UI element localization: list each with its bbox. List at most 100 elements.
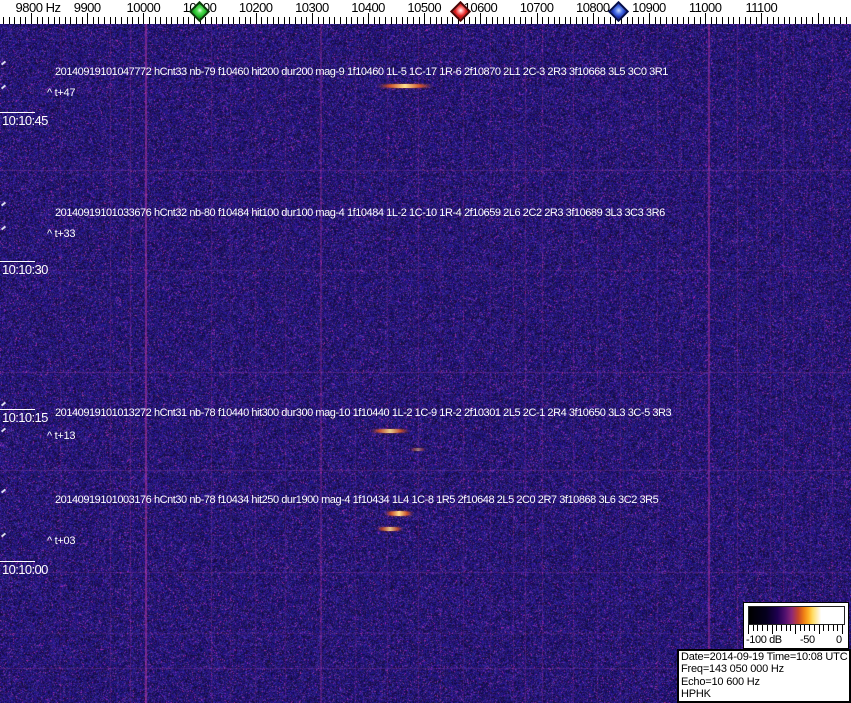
freq-tick-minor	[59, 17, 61, 24]
colorbar-tick	[790, 625, 792, 631]
detection-annotation: 20140919101003176 hCnt30 nb-78 f10434 hi…	[55, 494, 659, 506]
freq-tick-minor	[519, 17, 521, 24]
colorbar-tick	[776, 625, 778, 631]
colorbar-tick	[823, 625, 825, 631]
freq-tick-minor	[126, 17, 128, 24]
freq-tick-minor	[334, 17, 336, 24]
freq-tick-minor	[716, 17, 718, 24]
info-frequency: Freq=143 050 000 Hz	[681, 663, 784, 676]
freq-tick-minor	[800, 17, 802, 24]
freq-tick-minor	[250, 17, 252, 24]
time-tick	[0, 409, 35, 410]
freq-tick-minor	[345, 17, 347, 24]
freq-tick-minor	[160, 17, 162, 24]
freq-tick-major	[761, 13, 763, 24]
freq-tick-minor	[222, 17, 223, 24]
freq-tick-minor	[244, 17, 246, 24]
colorbar-tick	[748, 625, 749, 634]
freq-label: 11000	[688, 0, 722, 15]
freq-tick-minor	[559, 17, 561, 24]
detection-time-offset: ^ t+03	[47, 535, 76, 547]
freq-tick-minor	[834, 17, 836, 24]
freq-tick-minor	[53, 17, 55, 24]
freq-tick-minor	[710, 17, 712, 24]
freq-tick-minor	[47, 17, 49, 24]
freq-label: 10800	[575, 0, 610, 15]
freq-tick-minor	[267, 17, 268, 24]
station-info-box: Date=2014-09-19 Time=10:08 UTC Freq=143 …	[677, 649, 851, 703]
freq-tick-minor	[733, 17, 735, 24]
freq-tick-minor	[811, 17, 813, 24]
colorbar-tick	[832, 625, 834, 631]
freq-label: 10700	[519, 0, 554, 15]
freq-tick-minor	[317, 17, 319, 24]
freq-label: 10300	[295, 0, 329, 15]
freq-tick-minor	[806, 17, 808, 24]
colorbar-tick	[842, 625, 843, 634]
freq-tick-minor	[418, 17, 420, 24]
freq-tick-minor	[283, 17, 285, 24]
freq-tick-minor	[553, 17, 555, 24]
freq-tick-minor	[407, 17, 409, 24]
freq-tick-minor	[323, 17, 325, 24]
freq-tick-minor	[609, 17, 611, 24]
colorbar-label-max: 0	[836, 634, 842, 646]
freq-tick-minor	[531, 17, 532, 24]
freq-tick-minor	[19, 17, 21, 24]
time-tick	[0, 112, 35, 113]
info-station-code: HPHK	[681, 688, 711, 701]
freq-tick-minor	[491, 17, 493, 24]
freq-tick-minor	[328, 17, 330, 24]
time-label: 10:10:45	[2, 113, 48, 128]
freq-tick-minor	[373, 17, 375, 24]
freq-tick-minor	[109, 17, 111, 24]
freq-tick-minor	[643, 17, 645, 24]
freq-label: 9900	[73, 0, 101, 15]
freq-tick-major	[424, 13, 426, 24]
freq-tick-minor	[604, 17, 605, 24]
colorbar-tick	[780, 625, 782, 631]
freq-tick-minor	[362, 17, 364, 24]
freq-tick-minor	[205, 17, 207, 24]
freq-tick-minor	[413, 17, 414, 24]
meteor-echo-trace	[377, 527, 403, 531]
freq-label: 10500	[407, 0, 442, 15]
freq-tick-minor	[637, 17, 639, 24]
freq-tick-minor	[295, 17, 296, 24]
colorbar-gradient	[748, 606, 845, 625]
freq-tick-minor	[508, 17, 510, 24]
freq-tick-minor	[783, 17, 785, 24]
freq-tick-minor	[727, 17, 729, 24]
freq-tick-minor	[177, 17, 179, 24]
freq-tick-minor	[772, 17, 774, 24]
freq-tick-minor	[502, 17, 504, 24]
freq-tick-minor	[81, 17, 83, 24]
freq-tick-minor	[744, 17, 746, 24]
freq-label: 10000	[126, 0, 161, 15]
freq-label: 10600	[463, 0, 498, 15]
colorbar-tick	[827, 625, 829, 631]
freq-tick-minor	[379, 17, 381, 24]
freq-tick-minor	[750, 17, 752, 24]
freq-tick-minor	[70, 17, 72, 24]
freq-tick-minor	[514, 17, 516, 24]
freq-tick-minor	[755, 17, 757, 24]
freq-tick-minor	[2, 17, 4, 24]
freq-tick-minor	[598, 17, 600, 24]
colorbar-label-mid: -50	[800, 634, 815, 646]
colorbar-tick	[766, 625, 768, 631]
frequency-ruler: 9800 Hz990010000101001020010300104001050…	[0, 0, 851, 24]
freq-tick-minor	[289, 17, 291, 24]
freq-tick-minor	[356, 17, 358, 24]
freq-tick-minor	[738, 17, 740, 24]
colorbar-tick	[799, 625, 801, 631]
freq-tick-major	[705, 13, 707, 24]
freq-tick-minor	[654, 17, 656, 24]
freq-tick-minor	[767, 17, 768, 24]
freq-label: 9800 Hz	[15, 0, 61, 15]
freq-tick-minor	[171, 17, 173, 24]
freq-tick-minor	[272, 17, 274, 24]
freq-tick-minor	[452, 17, 454, 24]
freq-tick-minor	[115, 17, 117, 24]
